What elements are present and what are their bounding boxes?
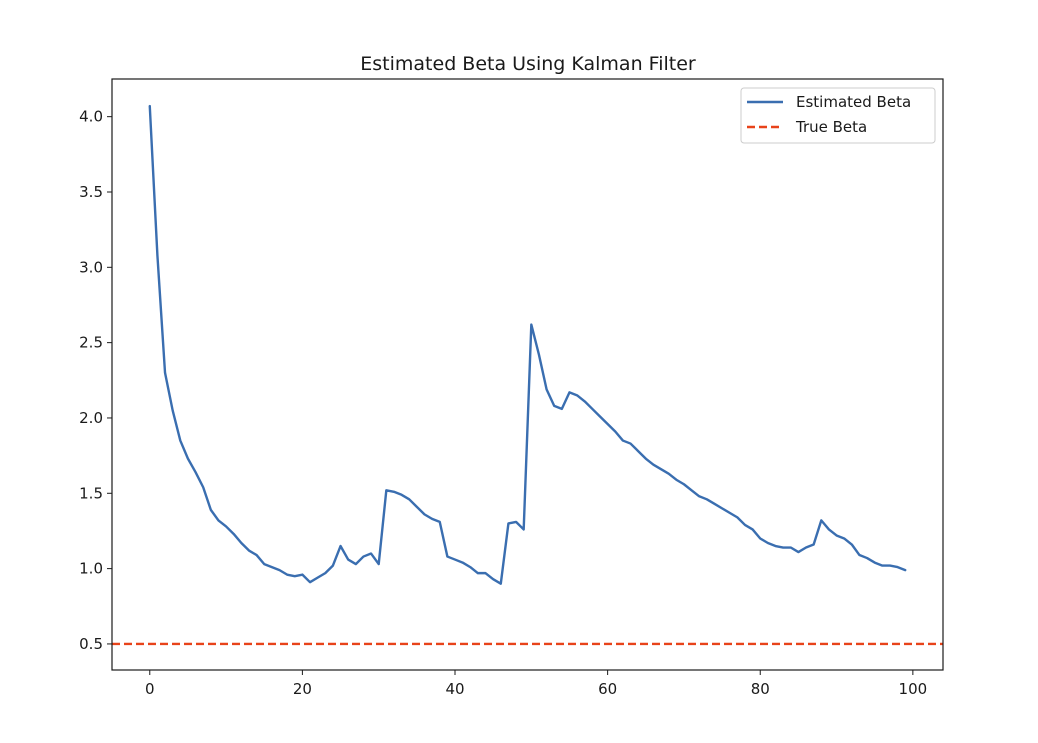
- legend-estimated-beta-label: Estimated Beta: [796, 93, 911, 111]
- y-tick-label: 1.5: [79, 484, 103, 502]
- legend-true-beta-label: True Beta: [795, 118, 867, 136]
- legend-box: [740, 87, 936, 144]
- plot-area: [112, 104, 943, 646]
- y-tick-label: 3.0: [79, 258, 103, 276]
- y-tick-label: 3.5: [79, 183, 103, 201]
- y-axis: 0.5 1.0 1.5 2.0 2.5 3.0 3.5 4.0: [79, 108, 112, 653]
- y-tick-label: 0.5: [79, 635, 103, 653]
- estimated-beta-line: [148, 104, 907, 585]
- y-tick-label: 2.0: [79, 409, 103, 427]
- x-tick-label: 60: [598, 680, 617, 698]
- x-axis: 0 20 40 60 80 100: [145, 670, 927, 698]
- x-tick-label: 40: [445, 680, 464, 698]
- y-tick-label: 4.0: [79, 108, 103, 126]
- x-tick-label: 20: [293, 680, 312, 698]
- y-tick-label: 1.0: [79, 560, 103, 578]
- x-tick-label: 100: [899, 680, 928, 698]
- y-tick-label: 2.5: [79, 334, 103, 352]
- chart-title: Estimated Beta Using Kalman Filter: [360, 53, 696, 75]
- legend: Estimated Beta True Beta: [740, 87, 936, 144]
- x-tick-label: 80: [751, 680, 770, 698]
- x-tick-label: 0: [145, 680, 155, 698]
- axes-frame: [111, 78, 944, 671]
